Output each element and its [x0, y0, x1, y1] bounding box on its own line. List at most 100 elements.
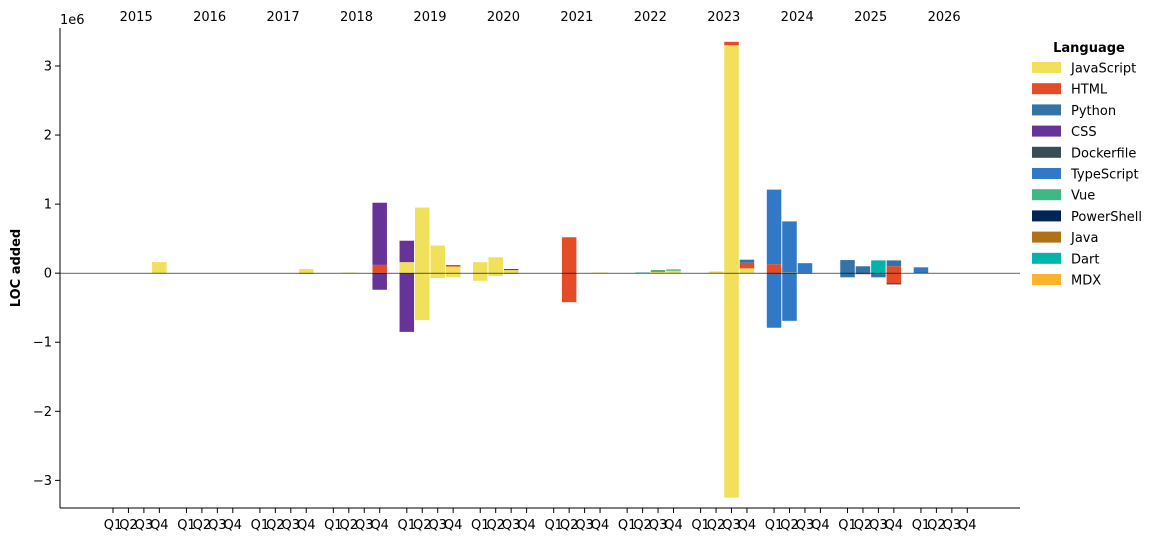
year-label-2019: 2019 [413, 10, 446, 25]
bar-2021-q2-html-neg [561, 273, 577, 303]
bar-2025-q3-dart-pos [871, 260, 886, 274]
x-tick-label: Q1 [177, 518, 196, 533]
legend-swatch-vue [1032, 189, 1061, 201]
bar-2023-q3-javascript-pos [724, 45, 739, 274]
x-tick-label: Q1 [618, 518, 637, 533]
legend-label-python: Python [1071, 104, 1116, 119]
bar-2024-q1-typescript-pos [766, 189, 782, 265]
bar-2024-q1-html-pos [766, 264, 782, 274]
year-label-2023: 2023 [707, 10, 740, 25]
legend-swatch-html [1032, 83, 1061, 95]
legend-swatch-java [1032, 231, 1061, 243]
x-tick-label: Q1 [251, 518, 270, 533]
bar-2025-q4-html-neg [886, 273, 902, 284]
x-tick-label: Q4 [444, 518, 463, 533]
x-tick-label: Q2 [927, 518, 946, 533]
y-tick-label: −2 [33, 405, 52, 420]
bar-2019-q2-javascript-neg [415, 273, 430, 321]
year-label-2022: 2022 [634, 10, 667, 25]
x-tick-label: Q1 [398, 518, 417, 533]
bar-2020-q2-javascript-pos [488, 257, 503, 274]
x-tick-label: Q1 [838, 518, 857, 533]
year-label-2021: 2021 [560, 10, 593, 25]
bar-2020-q3-dockerfile-pos [503, 269, 519, 271]
x-tick-label: Q3 [575, 518, 594, 533]
x-tick-label: Q4 [811, 518, 830, 533]
x-tick-label: Q1 [912, 518, 931, 533]
legend-label-javascript: JavaScript [1070, 62, 1136, 77]
bar-2023-q3-html-pos [724, 41, 739, 46]
legend-title: Language [1053, 41, 1125, 56]
year-label-2020: 2020 [487, 10, 520, 25]
x-tick-label: Q4 [958, 518, 977, 533]
year-label-2017: 2017 [267, 10, 300, 25]
x-tick-label: Q1 [324, 518, 343, 533]
x-tick-label: Q4 [738, 518, 757, 533]
bar-2023-q4-html-pos [739, 262, 755, 269]
legend-swatch-python [1032, 104, 1061, 116]
legend-label-html: HTML [1071, 83, 1108, 98]
x-tick-label: Q3 [502, 518, 521, 533]
y-tick-label: 2 [44, 129, 52, 144]
bar-2019-q1-javascript-pos [399, 262, 415, 274]
x-tick-label: Q2 [707, 518, 726, 533]
y-tick-label: −1 [33, 336, 52, 351]
bar-2019-q2-javascript-pos [415, 207, 430, 274]
bar-2015-q4-javascript-pos [152, 262, 167, 274]
x-tick-label: Q4 [370, 518, 389, 533]
bar-2023-q2-javascript-pos [708, 271, 724, 274]
bar-2019-q3-javascript-neg [430, 273, 445, 279]
bar-2020-q2-javascript-neg [488, 273, 503, 276]
year-labels: 2015 2016 2017 2018 2019 2020 2021 2022 2023 2024… [120, 10, 961, 25]
legend-swatch-css [1032, 125, 1061, 137]
legend: Language JavaScript HTML Python CSS Dockerfi… [1032, 41, 1142, 289]
year-label-2026: 2026 [928, 10, 961, 25]
x-tick-label: Q2 [266, 518, 285, 533]
x-tick-label: Q2 [486, 518, 505, 533]
y-ticks: −3 −2 −1 0 1 2 3 [33, 59, 60, 489]
legend-swatch-dockerfile [1032, 146, 1061, 158]
legend-label-powershell: PowerShell [1071, 210, 1142, 225]
legend-label-css: CSS [1071, 125, 1097, 140]
bar-2024-q2-typescript-neg [782, 273, 797, 321]
year-label-2025: 2025 [854, 10, 887, 25]
x-tick-label: Q1 [691, 518, 710, 533]
bar-2022-q3-html-pos [650, 270, 666, 272]
bar-2024-q2-typescript-pos [782, 221, 797, 273]
y-tick-label: 0 [44, 267, 52, 282]
bar-2025-q1-python-neg [840, 273, 855, 278]
legend-label-dart: Dart [1071, 252, 1099, 267]
x-tick-label: Q4 [297, 518, 316, 533]
x-tick-label: Q3 [208, 518, 227, 533]
legend-swatch-mdx [1032, 274, 1061, 285]
x-tick-label: Q3 [869, 518, 888, 533]
legend-swatch-dart [1032, 252, 1061, 264]
x-tick-label: Q2 [854, 518, 873, 533]
y-tick-label: −3 [33, 474, 52, 489]
x-tick-label: Q4 [591, 518, 610, 533]
y-tick-label: 1 [44, 198, 52, 213]
bar-2022-q4-javascript-pos [666, 270, 681, 274]
y-offset-label: 1e6 [60, 13, 85, 28]
year-label-2018: 2018 [340, 10, 373, 25]
bar-2023-q4-python-pos [739, 259, 755, 263]
x-tick-label: Q1 [765, 518, 784, 533]
bar-2019-q4-html-pos [445, 265, 461, 267]
bar-2025-q2-html-neg [855, 273, 871, 275]
bar-2020-q3-javascript-pos [503, 270, 519, 274]
legend-label-typescript: TypeScript [1070, 168, 1139, 183]
x-tick-label: Q2 [413, 518, 432, 533]
bar-2023-q3-javascript-neg [724, 273, 739, 498]
bar-2025-q4-powershell-neg [886, 283, 902, 285]
bar-2017-q4-javascript-pos [299, 269, 314, 274]
bar-2019-q3-javascript-pos [430, 245, 445, 274]
x-tick-label: Q4 [517, 518, 536, 533]
bar-2023-q4-javascript-pos [739, 268, 755, 274]
x-tick-label: Q2 [193, 518, 212, 533]
bar-2026-q1-typescript-pos [913, 267, 929, 274]
legend-label-vue: Vue [1071, 189, 1095, 204]
x-tick-label: Q3 [943, 518, 962, 533]
x-tick-label: Q2 [633, 518, 652, 533]
legend-label-mdx: MDX [1071, 274, 1101, 289]
